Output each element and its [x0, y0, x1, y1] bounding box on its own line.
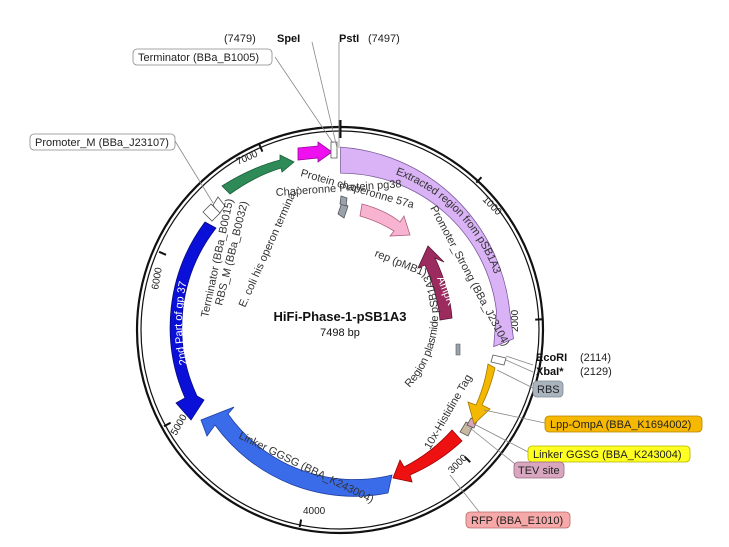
tick-label-6000: 6000	[150, 266, 165, 290]
second-part-gp37-arrow[interactable]	[169, 221, 217, 421]
extracted-region-arrow[interactable]	[340, 146, 514, 348]
ecori-site[interactable]: EcoRI	[536, 352, 567, 364]
callout-linker-ggsg[interactable]: Linker GGSG (BBA_K243004)	[527, 445, 691, 463]
callout-linker-ggsg-text: Linker GGSG (BBA_K243004)	[533, 449, 682, 461]
rfp-arrow[interactable]	[392, 429, 463, 483]
callout-rfp[interactable]: RFP (BBA_E1010)	[465, 511, 571, 529]
callout-rbs[interactable]: RBS	[532, 380, 564, 398]
tick-label-2000: 2000	[510, 309, 521, 332]
spei-pos: (7479)	[224, 33, 256, 45]
plasmid-size: 7498 bp	[320, 327, 360, 339]
extracted-region-label: Extracted region from pSB1A3	[394, 166, 503, 276]
first-part-gp37-arrow[interactable]	[200, 406, 393, 497]
tick-label-7000: 7000	[235, 148, 260, 167]
protein-chaperonne-arrow[interactable]	[297, 141, 333, 163]
rbs-marker[interactable]	[490, 354, 507, 366]
callout-tev-site-text: TEV site	[518, 465, 560, 477]
region-plasmid-label: Region plasmide pSB1A3	[403, 274, 441, 390]
callout-lpp-ompa-text: Lpp-OmpA (BBA_K1694002)	[550, 419, 691, 431]
psti-pos: (7497)	[368, 33, 400, 45]
callout-promoter-m-text: Promoter_M (BBa_J23107)	[35, 137, 169, 149]
rep-pmb1-arrow[interactable]	[359, 203, 411, 237]
psti-site[interactable]: PstI	[339, 33, 359, 45]
spei-site[interactable]: SpeI	[277, 33, 300, 45]
callout-terminator-b1005[interactable]: Terminator (BBa_B1005)	[132, 48, 273, 66]
xbai-site[interactable]: XbaI*	[536, 366, 564, 378]
tick-label-3000: 3000	[446, 452, 470, 476]
callout-terminator-b1005-text: Terminator (BBa_B1005)	[138, 52, 259, 64]
his-tag-arrow[interactable]	[467, 363, 496, 425]
linker-ggsg-inner-label: Linker GGSG (BBA_K243004)	[237, 430, 376, 506]
ampr-arrow[interactable]	[417, 245, 453, 321]
ecoli-term-label: E. coli his operon termina...	[237, 183, 302, 310]
callout-rfp-text: RFP (BBA_E1010)	[471, 515, 563, 527]
chaperonne-pg38-arrow[interactable]	[221, 154, 295, 195]
xbai-pos: (2129)	[580, 366, 612, 378]
callout-lpp-ompa[interactable]: Lpp-OmpA (BBA_K1694002)	[544, 415, 703, 433]
tick-label-1000: 1000	[480, 194, 504, 218]
terminator-b0015-marker[interactable]	[202, 203, 221, 222]
tick-label-5000: 5000	[169, 412, 190, 437]
ruler-ticks	[158, 144, 543, 528]
callout-promoter-m[interactable]: Promoter_M (BBa_J23107)	[29, 133, 176, 151]
region-plasmid-marker[interactable]	[455, 343, 461, 356]
callout-tev-site[interactable]: TEV site	[513, 461, 565, 479]
plasmid-name: HiFi-Phase-1-pSB1A3	[274, 309, 407, 324]
terminator-b1005-marker[interactable]	[330, 141, 338, 159]
ecori-pos: (2114)	[580, 352, 611, 364]
callout-rbs-text: RBS	[537, 384, 560, 396]
tick-label-4000: 4000	[303, 506, 326, 517]
second-part-gp37-label: 2nd Part of gp 37	[173, 280, 190, 366]
promoter-strong-marker[interactable]	[339, 195, 348, 207]
leader-lines	[174, 41, 546, 519]
